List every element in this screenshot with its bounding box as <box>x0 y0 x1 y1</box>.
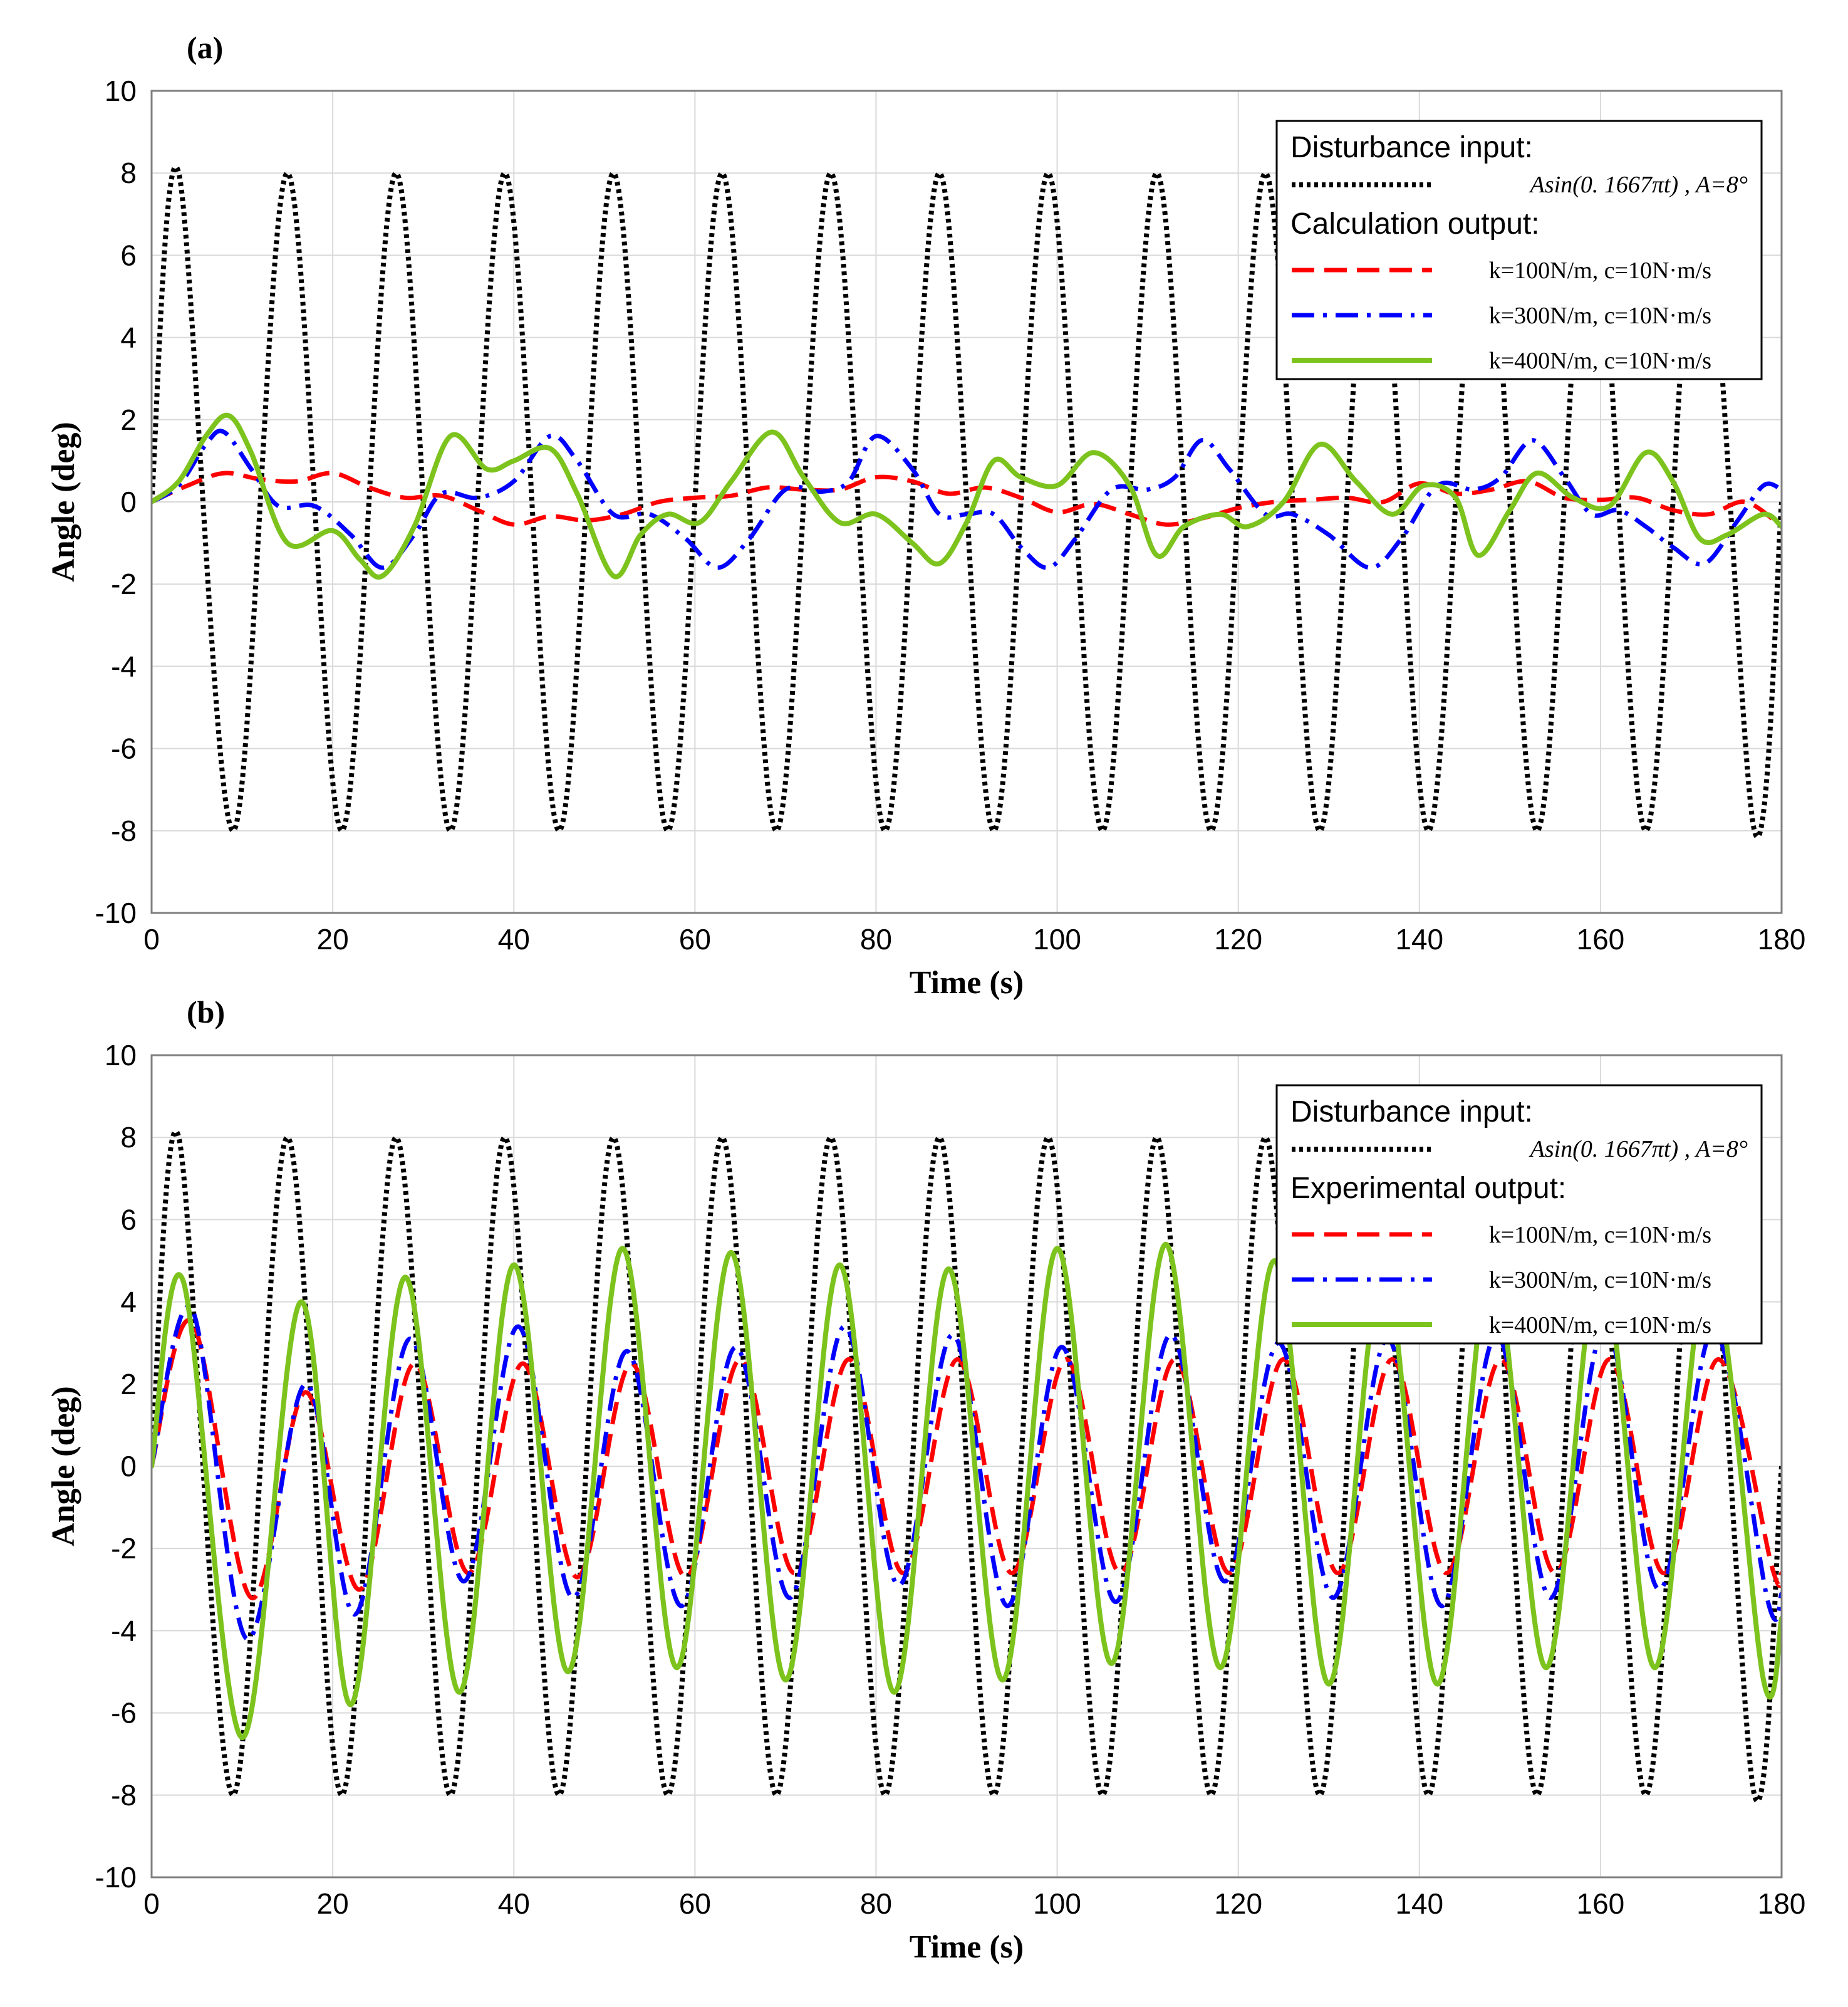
series-line-3 <box>152 1241 1782 1741</box>
series-line-3 <box>152 412 1782 580</box>
x-tick-label: 160 <box>1577 923 1625 956</box>
x-tick-label: 0 <box>143 1887 160 1920</box>
legend-input-heading: Disturbance input: <box>1290 131 1533 164</box>
x-tick-label: 120 <box>1214 1887 1262 1920</box>
y-tick-label: 8 <box>120 157 137 189</box>
x-tick-label: 40 <box>498 1887 530 1920</box>
x-tick-label: 140 <box>1395 1887 1443 1920</box>
panel-label: (a) <box>187 30 223 65</box>
y-tick-label: 10 <box>105 1039 137 1071</box>
y-tick-label: 2 <box>120 404 137 436</box>
y-tick-label: 0 <box>120 486 137 518</box>
x-axis-label: Time (s) <box>910 1929 1024 1965</box>
x-tick-label: 100 <box>1033 1887 1081 1920</box>
x-axis-label: Time (s) <box>910 965 1024 1001</box>
legend-box <box>1275 1084 1763 1345</box>
legend-item-label: k=100N/m, c=10N·m/s <box>1489 258 1711 284</box>
plot-frame <box>150 90 1783 914</box>
y-tick-label: -4 <box>111 1614 137 1647</box>
y-tick-label: -10 <box>95 897 137 929</box>
y-tick-label: 2 <box>120 1368 137 1400</box>
legend-item-label: k=300N/m, c=10N·m/s <box>1489 303 1711 329</box>
plot-frame <box>150 1054 1783 1879</box>
y-axis-label: Angle (deg) <box>46 1386 81 1546</box>
y-tick-label: -4 <box>111 650 137 682</box>
x-tick-label: 20 <box>317 923 349 956</box>
x-tick-label: 80 <box>860 923 892 956</box>
series-line-0 <box>152 164 1782 840</box>
legend-input-label: Asin(0. 1667πt) , A=8° <box>1529 172 1748 198</box>
y-tick-label: 6 <box>120 239 137 271</box>
series-group <box>152 164 1782 840</box>
legend-item-label: k=300N/m, c=10N·m/s <box>1489 1267 1711 1293</box>
x-tick-label: 20 <box>317 1887 349 1920</box>
y-tick-label: 0 <box>120 1450 137 1483</box>
legend-output-heading: Experimental output: <box>1290 1172 1566 1205</box>
legend-output-heading: Calculation output: <box>1290 207 1540 241</box>
x-tick-label: 100 <box>1033 923 1081 956</box>
y-tick-label: -8 <box>111 1779 137 1812</box>
chart-panel-1: 0 20 40 60 80 100 120 140 160 1801086420-2-4-6-8-… <box>46 994 1805 1965</box>
chart-panel-0: 0 20 40 60 80 100 120 140 160 1801086420-2-4-6-8-… <box>46 30 1805 1001</box>
legend-input-label: Asin(0. 1667πt) , A=8° <box>1529 1136 1748 1162</box>
y-tick-label: -2 <box>111 1532 137 1565</box>
legend: Disturbance input: Asin(0. 1667πt) , A=8°… <box>1275 1084 1763 1345</box>
x-tick-label: 60 <box>679 923 711 956</box>
legend-item-label: k=400N/m, c=10N·m/s <box>1489 1312 1711 1338</box>
x-tick-label: 180 <box>1758 1887 1806 1920</box>
x-tick-label: 80 <box>860 1887 892 1920</box>
series-line-0 <box>152 1129 1782 1804</box>
legend-box <box>1275 120 1763 380</box>
legend: Disturbance input: Asin(0. 1667πt) , A=8°… <box>1275 120 1763 380</box>
y-tick-label: -6 <box>111 1697 137 1729</box>
y-tick-label: -6 <box>111 732 137 765</box>
y-tick-label: 4 <box>120 1286 137 1318</box>
x-tick-label: 160 <box>1577 1887 1625 1920</box>
y-tick-label: -8 <box>111 815 137 847</box>
y-tick-label: 8 <box>120 1121 137 1154</box>
y-tick-label: 4 <box>120 321 137 354</box>
series-group <box>152 1129 1782 1804</box>
y-tick-label: -10 <box>95 1861 137 1894</box>
x-tick-label: 180 <box>1758 923 1806 956</box>
x-tick-label: 40 <box>498 923 530 956</box>
legend-item-label: k=100N/m, c=10N·m/s <box>1489 1222 1711 1248</box>
y-tick-label: 6 <box>120 1203 137 1236</box>
y-tick-label: 10 <box>105 75 137 107</box>
legend-input-heading: Disturbance input: <box>1290 1095 1533 1129</box>
x-tick-label: 0 <box>143 923 160 956</box>
y-tick-label: -2 <box>111 568 137 600</box>
legend-item-label: k=400N/m, c=10N·m/s <box>1489 348 1711 374</box>
x-tick-label: 120 <box>1214 923 1262 956</box>
x-tick-label: 60 <box>679 1887 711 1920</box>
x-tick-label: 140 <box>1395 923 1443 956</box>
panel-label: (b) <box>187 994 225 1030</box>
y-axis-label: Angle (deg) <box>46 422 81 582</box>
